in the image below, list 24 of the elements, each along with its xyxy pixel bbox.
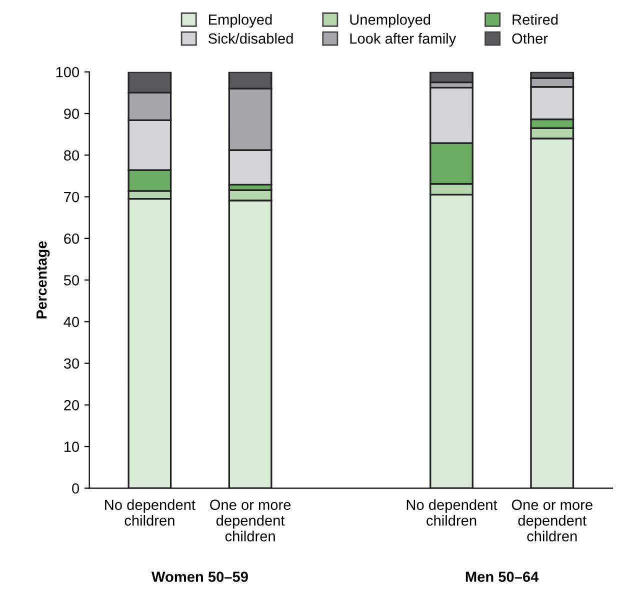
text: Women 50–59 <box>152 572 248 582</box>
legend-label: Employed <box>208 14 272 28</box>
y-axis-title: Percentage <box>36 241 50 318</box>
legend-label: Look after family <box>350 33 456 47</box>
y-tick-label: 20 <box>64 400 80 410</box>
y-tick-label: 60 <box>64 234 80 244</box>
y-tick-label: 30 <box>64 358 80 369</box>
y-tick-label: 50 <box>64 275 80 286</box>
legend-label: Sick/disabled <box>208 33 293 44</box>
legend-label: Unemployed <box>350 14 430 28</box>
y-tick-label: 100 <box>56 66 80 78</box>
x-tick-label: One or more dependent children <box>512 500 592 542</box>
y-tick-label: 10 <box>64 442 80 452</box>
legend-label: Retired <box>512 14 558 25</box>
x-tick-label: No dependent children <box>406 499 498 526</box>
y-tick-label: 90 <box>64 108 80 119</box>
text: Men 50–64 <box>466 572 539 582</box>
x-tick-label: One or more dependent children <box>210 500 291 542</box>
y-tick-label: 0 <box>72 483 80 494</box>
y-tick-label: 80 <box>64 150 80 161</box>
legend-label: Other <box>512 33 548 44</box>
y-tick-label: 40 <box>64 316 80 328</box>
y-tick-label: 70 <box>64 192 80 202</box>
x-tick-label: No dependent children <box>105 499 196 526</box>
